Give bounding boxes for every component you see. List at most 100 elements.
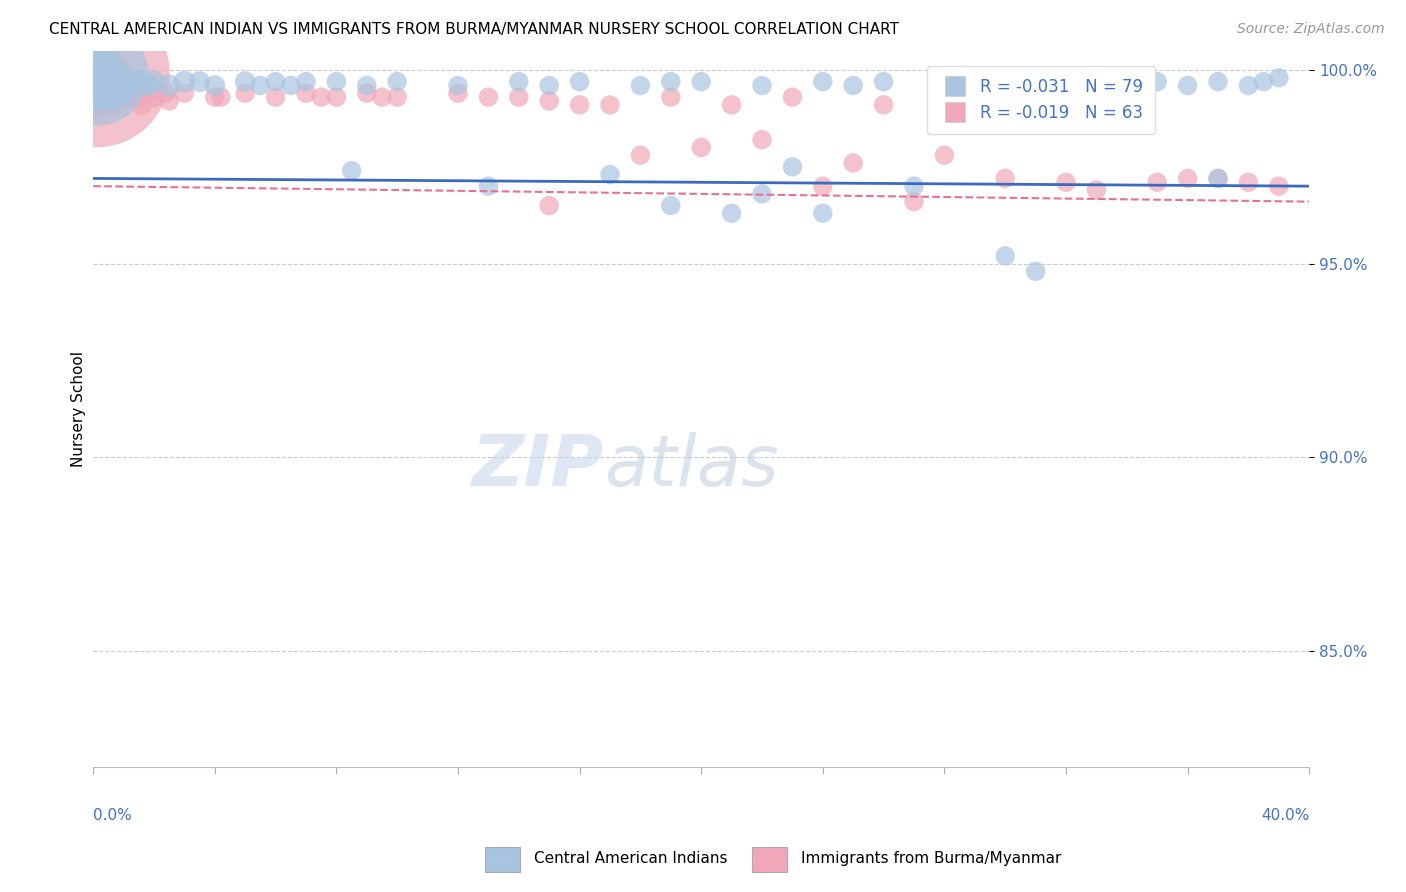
Text: Central American Indians: Central American Indians: [534, 851, 728, 865]
Point: [103, 90, 125, 104]
Text: 40.0%: 40.0%: [1261, 808, 1309, 823]
Point: [91, 87, 114, 101]
Point: [538, 94, 561, 108]
Point: [934, 78, 956, 93]
Point: [84, 82, 107, 96]
Point: [568, 98, 591, 112]
Point: [385, 75, 408, 89]
Point: [690, 75, 713, 89]
Point: [720, 98, 742, 112]
Y-axis label: Nursery School: Nursery School: [72, 351, 86, 467]
Point: [97, 87, 120, 101]
Point: [100, 82, 122, 96]
Point: [538, 198, 561, 212]
Point: [1085, 183, 1108, 197]
Point: [136, 78, 159, 93]
Text: Immigrants from Burma/Myanmar: Immigrants from Burma/Myanmar: [801, 851, 1062, 865]
Point: [91, 87, 114, 101]
Point: [325, 75, 347, 89]
Point: [1025, 94, 1047, 108]
Point: [599, 168, 621, 182]
Point: [628, 148, 651, 162]
Point: [811, 179, 834, 194]
Point: [1253, 75, 1275, 89]
Point: [295, 75, 318, 89]
Point: [447, 87, 470, 101]
Point: [1146, 175, 1168, 189]
Point: [1177, 171, 1199, 186]
Point: [188, 75, 211, 89]
Point: [1268, 70, 1291, 85]
Text: CENTRAL AMERICAN INDIAN VS IMMIGRANTS FROM BURMA/MYANMAR NURSERY SCHOOL CORRELAT: CENTRAL AMERICAN INDIAN VS IMMIGRANTS FR…: [49, 22, 900, 37]
Point: [264, 75, 287, 89]
Point: [91, 78, 114, 93]
Text: Source: ZipAtlas.com: Source: ZipAtlas.com: [1237, 22, 1385, 37]
Point: [233, 87, 256, 101]
Point: [811, 206, 834, 220]
Text: ZIP: ZIP: [471, 432, 605, 500]
Point: [94, 87, 117, 101]
Point: [538, 78, 561, 93]
Point: [107, 90, 129, 104]
Point: [157, 78, 180, 93]
Point: [994, 249, 1017, 263]
Point: [94, 78, 117, 93]
Point: [994, 171, 1017, 186]
Point: [209, 90, 232, 104]
Point: [89, 70, 111, 85]
Point: [340, 163, 363, 178]
Point: [84, 75, 107, 89]
Point: [100, 94, 122, 108]
Point: [1177, 78, 1199, 93]
Point: [842, 78, 865, 93]
Point: [131, 75, 153, 89]
Point: [508, 90, 530, 104]
Point: [751, 186, 773, 201]
Point: [477, 179, 499, 194]
Point: [94, 78, 117, 93]
Point: [125, 75, 148, 89]
Point: [143, 90, 166, 104]
Point: [131, 98, 153, 112]
Point: [371, 90, 394, 104]
Point: [84, 67, 107, 81]
Point: [872, 75, 894, 89]
Point: [125, 90, 148, 104]
Point: [628, 78, 651, 93]
Point: [1268, 179, 1291, 194]
Point: [110, 87, 132, 101]
Point: [903, 179, 925, 194]
Point: [89, 78, 111, 93]
Point: [477, 90, 499, 104]
Point: [934, 148, 956, 162]
Point: [1237, 78, 1260, 93]
Point: [89, 82, 111, 96]
Point: [143, 75, 166, 89]
Point: [94, 90, 117, 104]
Point: [84, 75, 107, 89]
Point: [994, 75, 1017, 89]
Point: [1054, 78, 1077, 93]
Point: [173, 75, 195, 89]
Point: [100, 82, 122, 96]
Point: [280, 78, 302, 93]
Point: [720, 206, 742, 220]
Point: [89, 75, 111, 89]
Point: [91, 82, 114, 96]
Point: [782, 160, 804, 174]
Point: [751, 78, 773, 93]
Point: [89, 82, 111, 96]
Point: [568, 75, 591, 89]
Point: [107, 87, 129, 101]
Point: [842, 156, 865, 170]
Point: [1237, 175, 1260, 189]
Point: [112, 82, 135, 96]
Point: [103, 75, 125, 89]
Point: [155, 87, 177, 101]
Point: [659, 90, 682, 104]
Point: [103, 82, 125, 96]
Point: [1146, 75, 1168, 89]
Point: [112, 90, 135, 104]
Legend: R = -0.031   N = 79, R = -0.019   N = 63: R = -0.031 N = 79, R = -0.019 N = 63: [927, 66, 1154, 134]
Point: [1206, 171, 1229, 186]
